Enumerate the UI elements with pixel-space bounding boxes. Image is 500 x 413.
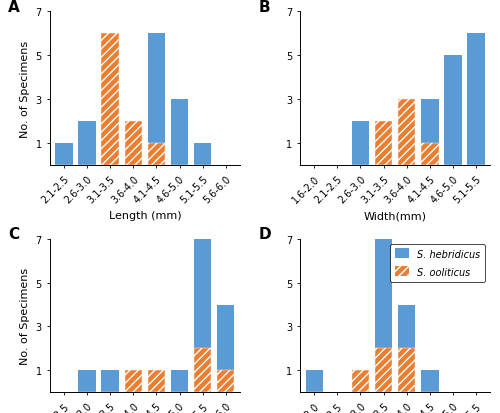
Bar xyxy=(55,144,72,166)
Bar xyxy=(375,349,392,392)
Text: A: A xyxy=(8,0,20,15)
Bar xyxy=(444,56,462,166)
Text: C: C xyxy=(8,227,20,242)
Bar xyxy=(421,370,438,392)
Bar xyxy=(421,100,438,166)
X-axis label: Width(mm): Width(mm) xyxy=(364,211,426,221)
Bar xyxy=(194,144,212,166)
Bar xyxy=(217,305,234,392)
Bar xyxy=(78,370,96,392)
Bar xyxy=(194,349,212,392)
Bar xyxy=(148,370,165,392)
Text: B: B xyxy=(258,0,270,15)
Text: D: D xyxy=(258,227,271,242)
Bar xyxy=(398,305,415,392)
Bar xyxy=(375,239,392,392)
Bar xyxy=(124,370,142,392)
Bar xyxy=(217,370,234,392)
Y-axis label: No. of Specimens: No. of Specimens xyxy=(20,267,30,364)
Bar xyxy=(102,370,119,392)
Bar xyxy=(124,122,142,166)
Bar xyxy=(398,100,415,166)
Bar xyxy=(171,100,188,166)
Bar xyxy=(171,370,188,392)
Bar xyxy=(352,370,369,392)
Bar xyxy=(352,370,369,392)
X-axis label: Length (mm): Length (mm) xyxy=(108,211,181,221)
Bar xyxy=(421,144,438,166)
Bar xyxy=(194,239,212,392)
Bar xyxy=(78,122,96,166)
Bar xyxy=(102,100,119,166)
Bar xyxy=(306,370,323,392)
Bar xyxy=(124,122,142,166)
Bar xyxy=(352,122,369,166)
Bar xyxy=(148,34,165,166)
Bar xyxy=(468,34,485,166)
Bar xyxy=(102,34,119,166)
Bar xyxy=(148,370,165,392)
Bar xyxy=(398,349,415,392)
Bar xyxy=(375,122,392,166)
Y-axis label: No. of Specimens: No. of Specimens xyxy=(20,40,30,138)
Bar xyxy=(148,144,165,166)
Bar xyxy=(398,144,415,166)
Legend: S. hebridicus, S. ooliticus: S. hebridicus, S. ooliticus xyxy=(390,244,485,282)
Bar xyxy=(124,370,142,392)
